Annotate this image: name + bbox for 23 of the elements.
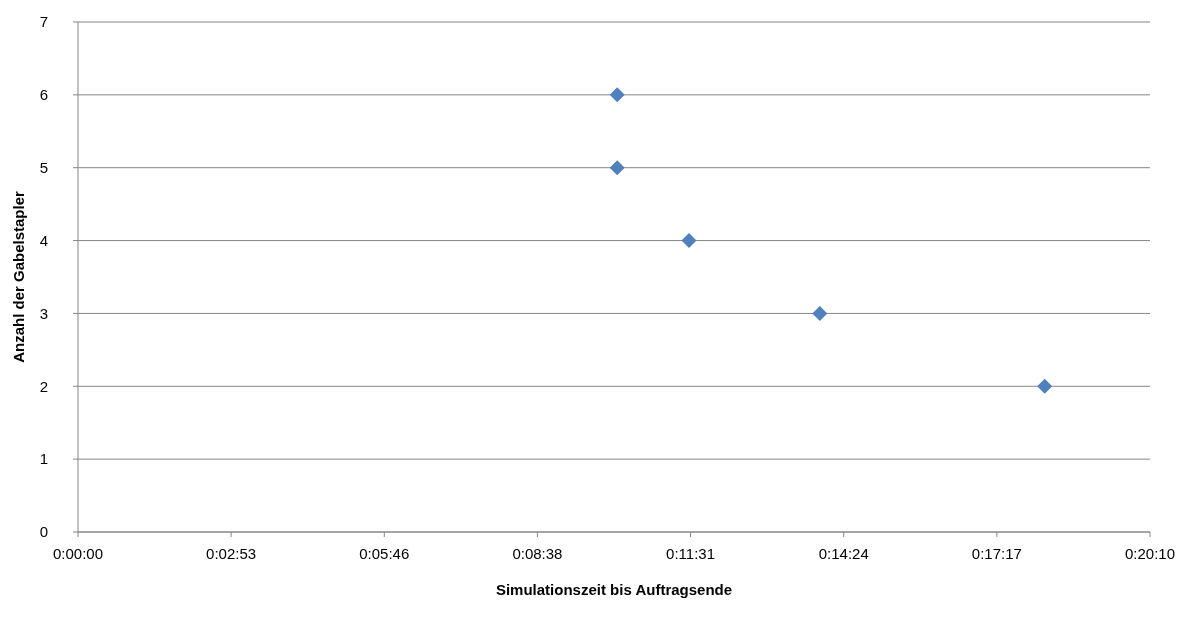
y-tick-label: 4: [39, 231, 48, 249]
x-tick-label: 0:05:46: [359, 545, 410, 562]
y-tick-label: 7: [39, 13, 48, 31]
x-tick-label: 0:00:00: [52, 545, 104, 562]
x-tick-label: 0:08:38: [512, 545, 563, 562]
y-axis-title: Anzahl der Gabelstapler: [10, 190, 27, 363]
y-tick-label: 6: [39, 86, 48, 104]
x-tick-label: 0:20:10: [1124, 545, 1176, 562]
point: [1037, 378, 1053, 394]
point: [681, 233, 697, 249]
x-tick-label: 0:11:31: [666, 545, 716, 562]
y-tick-label: 5: [39, 158, 48, 176]
point: [609, 87, 625, 103]
point: [609, 160, 625, 176]
x-axis-title: Simulationszeit bis Auftragsende: [495, 581, 733, 598]
x-tick-label: 0:17:17: [971, 545, 1022, 562]
y-tick-label: 2: [39, 377, 48, 395]
y-tick-label: 1: [39, 450, 48, 468]
y-tick-label: 3: [39, 304, 48, 322]
point: [812, 305, 828, 321]
x-tick-label: 0:14:24: [818, 545, 869, 562]
y-tick-label: 0: [39, 523, 48, 541]
x-tick-label: 0:02:53: [206, 545, 257, 562]
